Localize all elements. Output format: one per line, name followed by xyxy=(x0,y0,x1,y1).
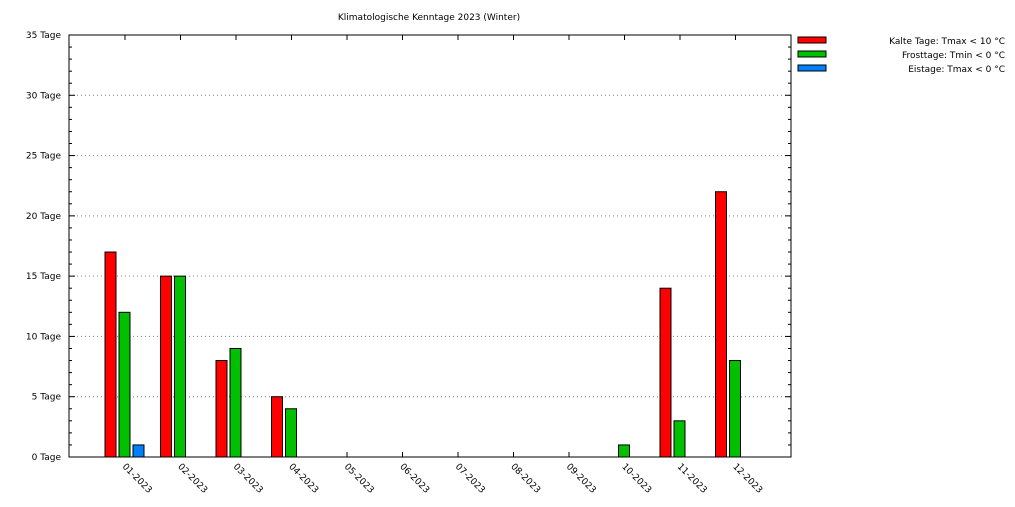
x-tick-label: 12-2023 xyxy=(730,462,764,496)
legend-swatch xyxy=(797,36,827,44)
x-tick-label: 08-2023 xyxy=(508,462,542,496)
bar xyxy=(673,420,686,458)
legend-label: Eistage: Tmax < 0 °C xyxy=(908,65,1005,75)
bar xyxy=(160,275,172,458)
y-axis: 0 Tage 5 Tage 10 Tage 15 Tage 20 Tage 25 Tage… xyxy=(26,31,791,463)
bars xyxy=(104,191,741,458)
plot-frame xyxy=(68,34,792,458)
legend-swatch xyxy=(797,64,827,72)
bar xyxy=(229,347,242,458)
bar xyxy=(729,360,741,458)
x-tick-label: 10-2023 xyxy=(619,462,653,496)
x-tick-label: 01-2023 xyxy=(120,462,154,496)
y-tick-label: 20 Tage xyxy=(26,212,62,222)
y-tick-label: 25 Tage xyxy=(26,152,62,162)
bar xyxy=(174,275,186,458)
bar xyxy=(659,287,672,458)
chart-title: Klimatologische Kenntage 2023 (Winter) xyxy=(338,13,520,23)
legend-swatch xyxy=(797,50,827,58)
bar xyxy=(215,360,228,458)
x-tick-label: 04-2023 xyxy=(286,462,320,496)
x-tick-label: 06-2023 xyxy=(397,462,431,496)
y-tick-label: 15 Tage xyxy=(26,272,62,282)
bar xyxy=(271,396,283,458)
y-tick-label: 30 Tage xyxy=(26,91,62,101)
y-tick-label: 10 Tage xyxy=(26,332,62,342)
bar xyxy=(618,444,630,458)
grid xyxy=(69,94,791,398)
x-tick-label: 11-2023 xyxy=(675,462,709,496)
y-tick-label: 0 Tage xyxy=(32,453,62,463)
x-tick-label: 09-2023 xyxy=(564,462,598,496)
bar xyxy=(118,311,131,458)
y-tick-label: 5 Tage xyxy=(32,393,62,403)
y-tick-label: 35 Tage xyxy=(26,31,62,41)
x-tick-label: 03-2023 xyxy=(231,462,265,496)
bar xyxy=(285,408,297,458)
legend-label: Frosttage: Tmin < 0 °C xyxy=(902,51,1005,61)
x-tick-label: 05-2023 xyxy=(342,462,376,496)
x-tick-label: 07-2023 xyxy=(453,462,487,496)
bar xyxy=(104,251,117,458)
bar xyxy=(132,444,145,458)
bar xyxy=(715,191,727,458)
legend-label: Kalte Tage: Tmax < 10 °C xyxy=(889,37,1005,47)
legend: Kalte Tage: Tmax < 10 °C Frosttage: Tmin … xyxy=(797,36,1005,75)
x-tick-label: 02-2023 xyxy=(175,462,209,496)
